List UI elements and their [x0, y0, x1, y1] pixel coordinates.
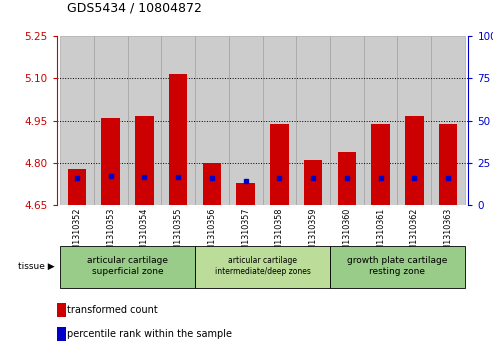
Bar [60, 36, 94, 205]
Bar [439, 123, 458, 205]
Bar [229, 36, 263, 205]
Bar [102, 118, 120, 205]
Bar [68, 168, 86, 205]
Bar [330, 245, 465, 288]
Bar [60, 245, 195, 288]
Text: tissue ▶: tissue ▶ [18, 262, 54, 271]
Bar [263, 36, 296, 205]
Bar [304, 160, 322, 205]
Bar [397, 36, 431, 205]
Bar [161, 36, 195, 205]
Bar [57, 303, 66, 317]
Bar [270, 123, 289, 205]
Bar [203, 163, 221, 205]
Text: GDS5434 / 10804872: GDS5434 / 10804872 [67, 1, 202, 15]
Bar [371, 123, 390, 205]
Bar [405, 117, 423, 205]
Text: articular cartilage
intermediate/deep zones: articular cartilage intermediate/deep zo… [214, 256, 311, 276]
Bar [296, 36, 330, 205]
Bar [431, 36, 465, 205]
Text: percentile rank within the sample: percentile rank within the sample [67, 329, 232, 339]
Bar [169, 74, 187, 205]
Bar [330, 36, 364, 205]
Text: growth plate cartilage
resting zone: growth plate cartilage resting zone [347, 256, 448, 276]
Text: articular cartilage
superficial zone: articular cartilage superficial zone [87, 256, 168, 276]
Bar [128, 36, 161, 205]
Bar [338, 152, 356, 205]
Bar [94, 36, 128, 205]
Bar [195, 36, 229, 205]
Text: transformed count: transformed count [67, 305, 158, 315]
Bar [364, 36, 397, 205]
Bar [57, 327, 66, 341]
Bar [236, 183, 255, 205]
Bar [195, 245, 330, 288]
Bar [135, 117, 154, 205]
